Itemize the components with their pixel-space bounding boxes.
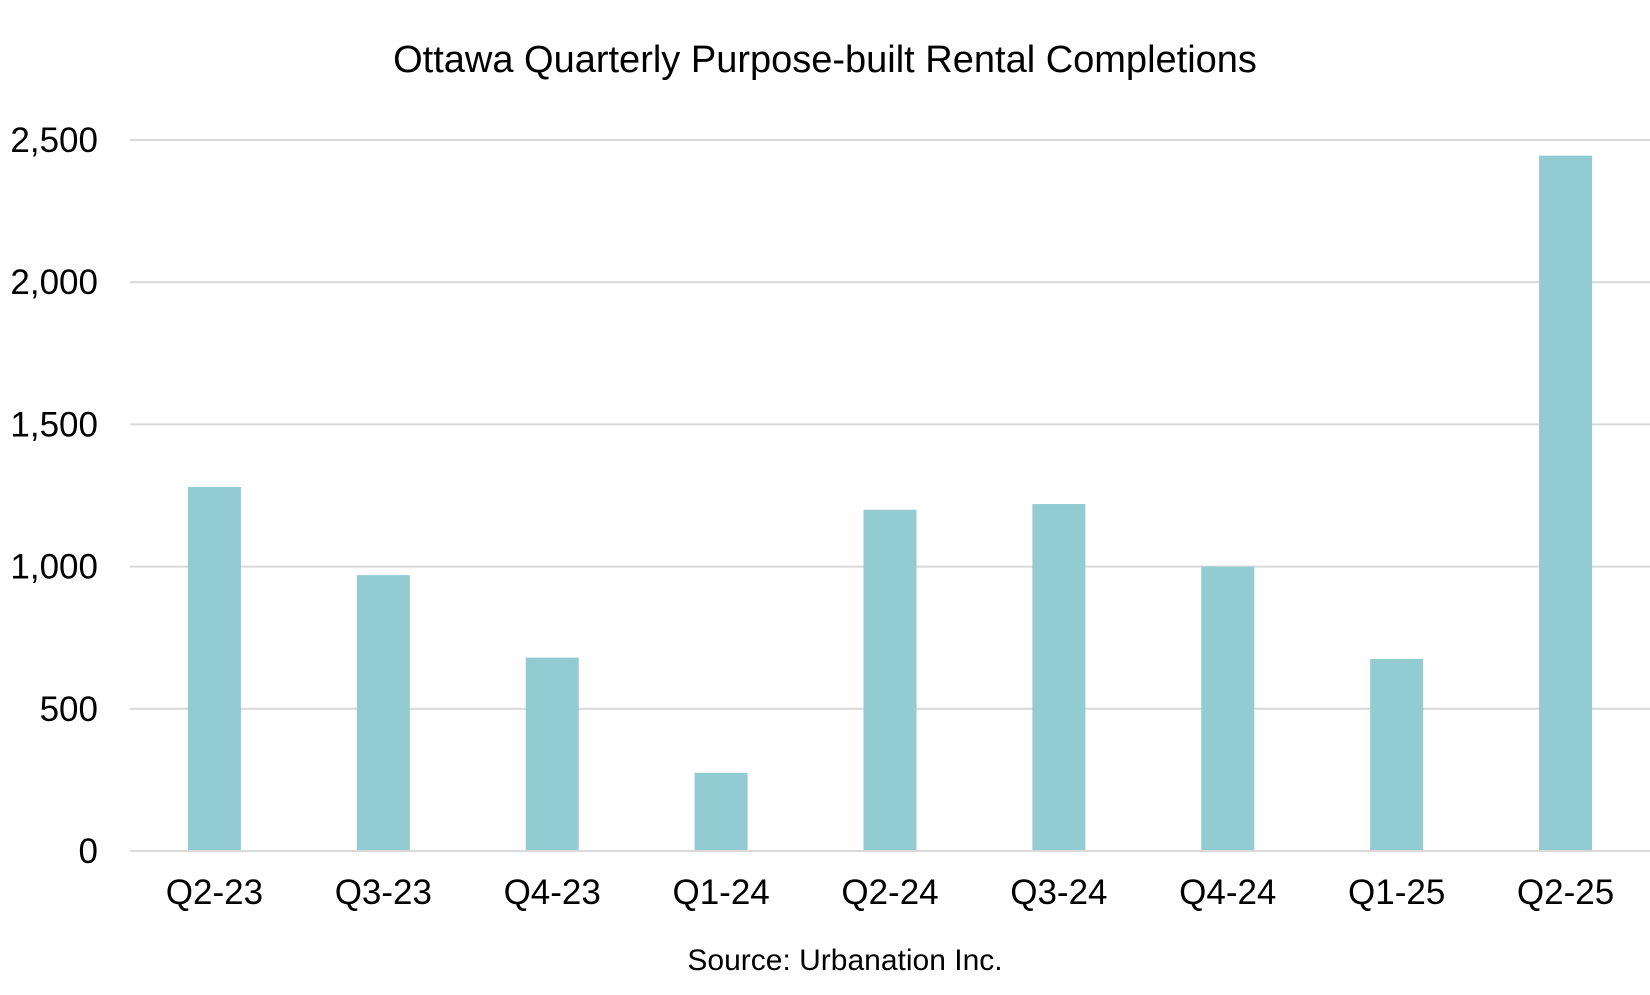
y-axis-tick-labels: 0 500 1,000 1,500 2,000 2,500: [10, 121, 98, 871]
source-note: Source: Urbanation Inc.: [687, 944, 1002, 977]
x-tick-label: Q4-24: [1179, 873, 1276, 912]
x-tick-label: Q1-24: [672, 873, 769, 912]
bar-q2-23: [187, 486, 241, 850]
bar-q4-23: [525, 657, 579, 850]
x-tick-label: Q2-23: [166, 873, 263, 912]
y-tick-label: 0: [79, 832, 98, 871]
y-tick-label: 2,000: [10, 263, 98, 302]
bar-q2-25: [1539, 155, 1593, 851]
x-tick-label: Q3-24: [1010, 873, 1107, 912]
x-tick-label: Q4-23: [504, 873, 601, 912]
bar-q3-24: [1032, 504, 1086, 850]
chart-title: Ottawa Quarterly Purpose-built Rental Co…: [393, 39, 1257, 81]
x-axis-tick-labels: Q2-23 Q3-23 Q4-23 Q1-24 Q2-24 Q3-24 Q4-24 Q1-25…: [166, 873, 1614, 912]
y-tick-label: 1,500: [10, 405, 98, 444]
y-tick-label: 500: [40, 690, 98, 729]
bar-q4-24: [1201, 566, 1255, 850]
y-tick-label: 1,000: [10, 548, 98, 587]
bar-q3-23: [356, 575, 410, 850]
bar-q1-25: [1370, 659, 1424, 850]
bar-q2-24: [863, 509, 917, 850]
bars: [187, 155, 1593, 851]
x-tick-label: Q2-25: [1517, 873, 1614, 912]
x-tick-label: Q3-23: [335, 873, 432, 912]
x-tick-label: Q2-24: [841, 873, 938, 912]
y-tick-label: 2,500: [10, 121, 98, 160]
bar-q1-24: [694, 772, 748, 850]
x-tick-label: Q1-25: [1348, 873, 1445, 912]
